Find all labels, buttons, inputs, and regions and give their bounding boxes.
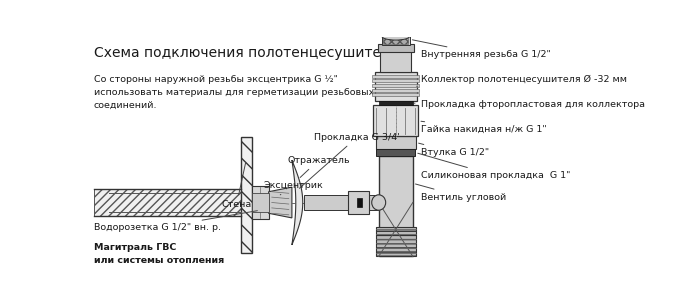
Bar — [372, 79, 419, 82]
Text: Стена: Стена — [222, 163, 252, 209]
Text: Силиконовая прокладка  G 1": Силиконовая прокладка G 1" — [418, 153, 570, 180]
Bar — [357, 198, 362, 207]
Polygon shape — [269, 187, 292, 218]
Bar — [252, 185, 269, 219]
Text: Магитраль ГВС
или системы отопления: Магитраль ГВС или системы отопления — [93, 243, 224, 265]
Bar — [379, 156, 413, 256]
Text: Водорозетка G 1/2" вн. р.: Водорозетка G 1/2" вн. р. — [93, 211, 257, 233]
Bar — [372, 75, 419, 78]
Bar — [252, 193, 269, 212]
Text: Отражатель: Отражатель — [287, 156, 350, 177]
Bar — [93, 188, 241, 216]
Bar — [305, 195, 379, 210]
Bar — [383, 38, 408, 44]
Text: Схема подключения полотенцесушителя: Схема подключения полотенцесушителя — [93, 46, 398, 60]
Bar — [372, 84, 419, 87]
Bar — [379, 101, 413, 105]
Bar — [377, 149, 415, 156]
Ellipse shape — [372, 195, 386, 210]
Bar — [380, 50, 411, 71]
Text: Прокладка фторопластовая для коллектора: Прокладка фторопластовая для коллектора — [414, 100, 645, 109]
Text: Вентиль угловой: Вентиль угловой — [416, 184, 506, 202]
Text: Втулка G 1/2": Втулка G 1/2" — [418, 143, 488, 157]
Text: Внутренняя резьба G 1/2": Внутренняя резьба G 1/2" — [412, 40, 550, 59]
Text: Прокладка G 3/4': Прокладка G 3/4' — [299, 132, 400, 188]
Ellipse shape — [382, 32, 410, 40]
Text: Со стороны наружной резьбы эксцентрика G ½"
использовать материалы для герметиза: Со стороны наружной резьбы эксцентрика G… — [93, 75, 374, 109]
Bar — [382, 36, 410, 45]
Text: Коллектор полотенцесушителя Ø -32 мм: Коллектор полотенцесушителя Ø -32 мм — [416, 75, 626, 86]
Text: Гайка накидная н/ж G 1": Гайка накидная н/ж G 1" — [421, 121, 546, 134]
Bar — [376, 136, 416, 148]
Polygon shape — [292, 160, 303, 245]
Bar — [376, 227, 416, 256]
Bar — [375, 71, 416, 101]
Text: Эксцентрик: Эксцентрик — [264, 181, 324, 195]
Bar — [378, 44, 414, 51]
Bar — [241, 137, 252, 253]
Bar — [373, 105, 418, 136]
Bar — [372, 93, 419, 96]
Bar — [372, 88, 419, 92]
Bar — [348, 191, 369, 214]
